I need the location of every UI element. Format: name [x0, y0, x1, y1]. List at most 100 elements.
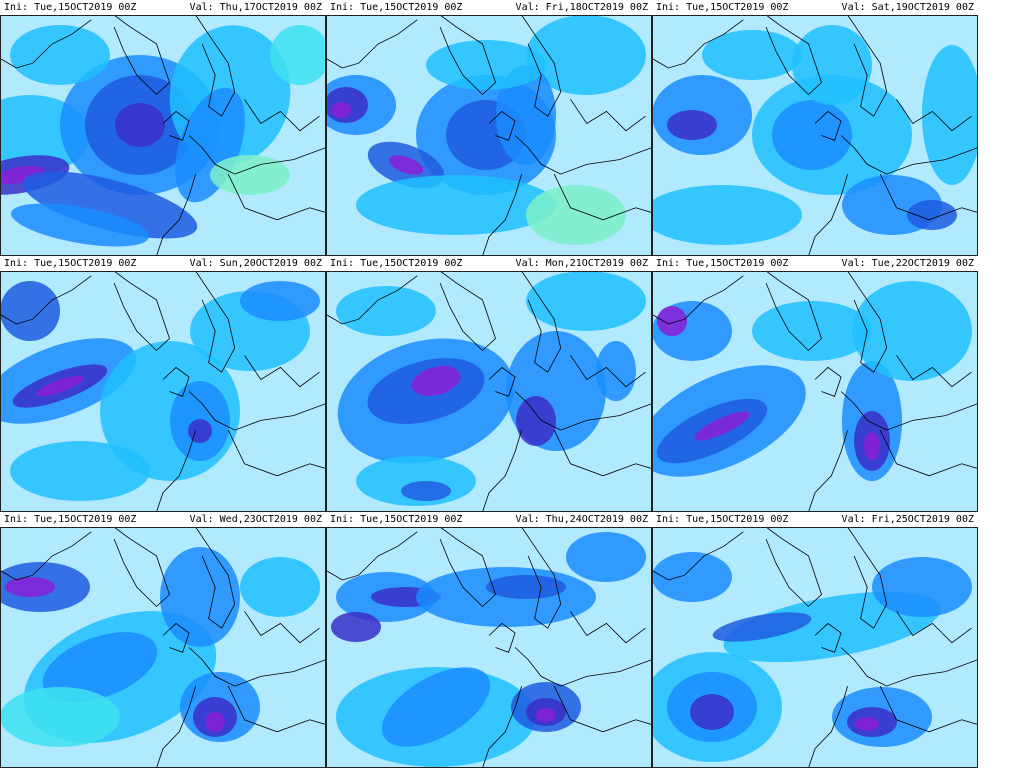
coastline — [488, 110, 516, 141]
coastline — [570, 99, 646, 132]
precip-contour — [36, 375, 84, 397]
coastline — [840, 135, 978, 175]
forecast-map — [326, 271, 652, 512]
precip-contour — [10, 441, 150, 501]
coastline — [765, 271, 822, 352]
coastline — [514, 135, 652, 175]
precip-contour — [240, 281, 320, 321]
coastline — [847, 15, 888, 117]
coastline — [188, 135, 326, 175]
valid-time-label: Val: Thu,17OCT2019 00Z — [189, 2, 322, 13]
coastline — [482, 685, 522, 768]
precip-contour — [792, 25, 872, 105]
precip-contour — [331, 612, 381, 642]
init-time-label: Ini: Tue,15OCT2019 00Z — [656, 258, 789, 269]
panel-header: Ini: Tue,15OCT2019 00Z Val: Sun,20OCT201… — [0, 256, 326, 271]
coastline — [113, 271, 170, 352]
precip-contour — [356, 175, 556, 235]
init-time-label: Ini: Tue,15OCT2019 00Z — [4, 514, 137, 525]
coastline — [553, 429, 652, 477]
coastline — [227, 429, 326, 477]
valid-time-label: Val: Thu,24OCT2019 00Z — [515, 514, 648, 525]
forecast-panel: Ini: Tue,15OCT2019 00Z Val: Tue,22OCT201… — [652, 256, 978, 512]
coastline — [553, 173, 652, 221]
coastline — [765, 527, 822, 608]
precip-contour — [652, 185, 802, 245]
coastline — [896, 355, 972, 388]
precip-contour — [516, 396, 556, 446]
init-time-label: Ini: Tue,15OCT2019 00Z — [656, 514, 789, 525]
precip-contour — [0, 687, 120, 747]
map-frame — [326, 271, 652, 512]
precip-contour — [667, 110, 717, 140]
precip-contour — [401, 481, 451, 501]
coastline — [244, 611, 320, 644]
precip-contour — [210, 155, 290, 195]
precip-contour — [205, 712, 225, 732]
precip-contour — [922, 45, 978, 185]
precip-contour — [526, 185, 626, 245]
precip-contour — [42, 632, 158, 702]
precip-contour — [907, 200, 957, 230]
valid-time-label: Val: Sat,19OCT2019 00Z — [841, 2, 974, 13]
panel-header: Ini: Tue,15OCT2019 00Z Val: Thu,17OCT201… — [0, 0, 326, 15]
coastline — [847, 527, 888, 629]
coastline — [847, 271, 888, 373]
coastline — [808, 429, 848, 512]
valid-time-label: Val: Sun,20OCT2019 00Z — [189, 258, 322, 269]
panel-header: Ini: Tue,15OCT2019 00Z Val: Fri,25OCT201… — [652, 512, 978, 527]
coastline — [652, 19, 744, 69]
precip-contour — [188, 419, 212, 443]
precip-contour — [486, 575, 566, 599]
forecast-map — [652, 527, 978, 768]
valid-time-label: Val: Tue,22OCT2019 00Z — [841, 258, 974, 269]
forecast-panel: Ini: Tue,15OCT2019 00Z Val: Wed,23OCT201… — [0, 512, 326, 768]
coastline — [326, 19, 418, 69]
precip-contour — [0, 281, 60, 341]
coastline — [570, 355, 646, 388]
valid-time-label: Val: Mon,21OCT2019 00Z — [515, 258, 648, 269]
coastline — [156, 429, 196, 512]
coastline — [879, 173, 978, 221]
init-time-label: Ini: Tue,15OCT2019 00Z — [330, 2, 463, 13]
map-frame — [0, 271, 326, 512]
coastline — [439, 15, 496, 96]
panel-header: Ini: Tue,15OCT2019 00Z Val: Fri,18OCT201… — [326, 0, 652, 15]
panel-header: Ini: Tue,15OCT2019 00Z Val: Wed,23OCT201… — [0, 512, 326, 527]
coastline — [879, 429, 978, 477]
precip-contour — [526, 15, 646, 95]
forecast-map — [326, 15, 652, 256]
forecast-map — [326, 527, 652, 768]
coastline — [514, 647, 652, 687]
coastline — [244, 99, 320, 132]
coastline — [162, 366, 190, 397]
precip-contour — [772, 100, 852, 170]
precip-contour — [855, 717, 879, 731]
init-time-label: Ini: Tue,15OCT2019 00Z — [330, 258, 463, 269]
coastline — [113, 527, 170, 608]
coastline — [521, 271, 562, 373]
map-frame — [652, 271, 978, 512]
coastline — [156, 685, 196, 768]
init-time-label: Ini: Tue,15OCT2019 00Z — [4, 258, 137, 269]
forecast-panel: Ini: Tue,15OCT2019 00Z Val: Fri,25OCT201… — [652, 512, 978, 768]
precip-contour — [596, 341, 636, 401]
forecast-map — [652, 271, 978, 512]
map-frame — [326, 15, 652, 256]
init-time-label: Ini: Tue,15OCT2019 00Z — [656, 2, 789, 13]
valid-time-label: Val: Wed,23OCT2019 00Z — [189, 514, 322, 525]
coastline — [896, 611, 972, 644]
precip-contour — [652, 552, 732, 602]
coastline — [553, 685, 652, 733]
coastline — [195, 527, 236, 629]
coastline — [814, 110, 842, 141]
coastline — [570, 611, 646, 644]
forecast-map — [0, 15, 326, 256]
coastline — [896, 99, 972, 132]
precip-contour — [426, 40, 546, 90]
coastline — [521, 527, 562, 629]
forecast-panel: Ini: Tue,15OCT2019 00Z Val: Fri,18OCT201… — [326, 0, 652, 256]
precip-contour — [5, 577, 55, 597]
init-time-label: Ini: Tue,15OCT2019 00Z — [330, 514, 463, 525]
precip-contour — [240, 557, 320, 617]
